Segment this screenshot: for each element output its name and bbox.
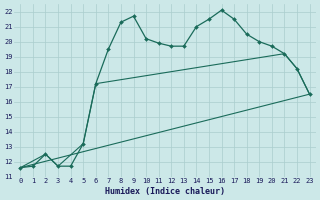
X-axis label: Humidex (Indice chaleur): Humidex (Indice chaleur) (105, 187, 225, 196)
